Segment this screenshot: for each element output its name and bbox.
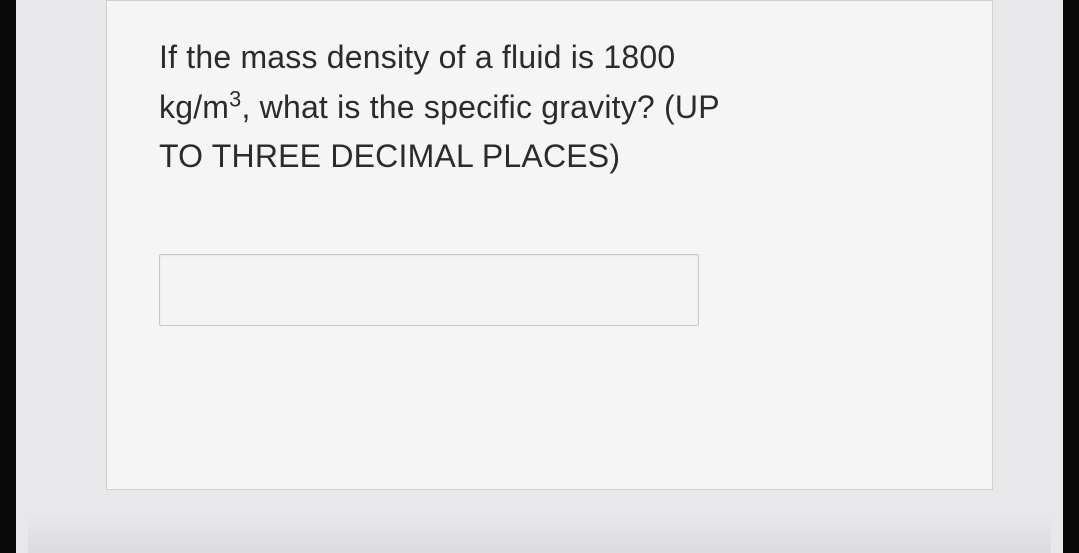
question-text: If the mass density of a fluid is 1800 k… <box>159 33 940 182</box>
question-superscript: 3 <box>229 86 241 111</box>
device-edge-left <box>0 0 16 553</box>
device-edge-right <box>1063 0 1079 553</box>
question-line-2-suffix: , what is the specific gravity? (UP <box>241 89 719 125</box>
answer-input[interactable] <box>159 254 699 326</box>
screen-frame: If the mass density of a fluid is 1800 k… <box>0 0 1079 553</box>
bottom-gradient <box>28 513 1051 553</box>
question-line-1: If the mass density of a fluid is 1800 <box>159 39 675 75</box>
question-line-2-prefix: kg/m <box>159 89 229 125</box>
question-card: If the mass density of a fluid is 1800 k… <box>106 0 993 490</box>
question-line-3: TO THREE DECIMAL PLACES) <box>159 138 620 174</box>
